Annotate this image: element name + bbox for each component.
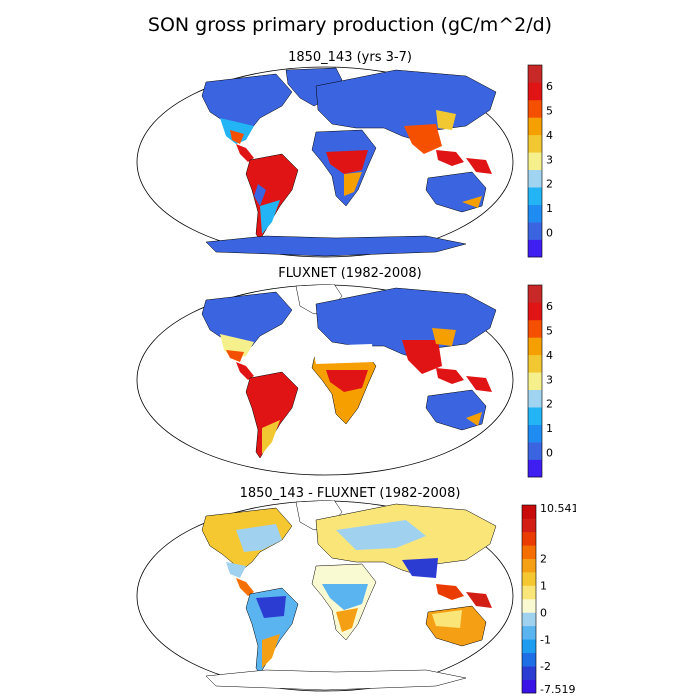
colorbar-2-segment-0	[528, 459, 542, 478]
colorbar-3-tick-label: 1	[540, 580, 547, 593]
colorbar-2-tick-label: 1	[546, 422, 553, 435]
panel-2-title: FLUXNET (1982-2008)	[278, 266, 422, 281]
colorbar-1-frame	[527, 64, 543, 258]
colorbar-3-frame	[521, 504, 537, 694]
colorbar-2-frame	[527, 284, 543, 478]
colorbar-2-segment-3	[528, 407, 542, 425]
colorbar-1-tick-label: 3	[546, 153, 553, 166]
colorbar-3-segment-3	[522, 639, 536, 654]
colorbar-2-segment-7	[528, 337, 542, 356]
colorbar-3-tick-label: -1	[540, 633, 551, 646]
colorbar-1-segment-4	[528, 169, 542, 188]
colorbar-3-segment-4	[522, 625, 536, 640]
panel-2-colorbar: 0 1 2 3 4 5 6	[527, 284, 553, 478]
colorbar-1-tick-label: 0	[546, 227, 553, 240]
colorbar-3-segment-6	[522, 599, 536, 613]
colorbar-1-segment-8	[528, 99, 542, 118]
colorbar-3-tick-label: -7.519	[540, 683, 575, 695]
colorbar-2-segment-6	[528, 354, 542, 373]
colorbar-1-segment-10	[528, 65, 542, 83]
colorbar-3-tick-label: 10.541	[540, 503, 576, 515]
colorbar-1-segment-5	[528, 152, 542, 171]
colorbar-2-segment-8	[528, 319, 542, 338]
colorbar-1-tick-label: 4	[546, 129, 553, 142]
colorbar-3-segment-11	[522, 531, 536, 546]
panel-1-land	[201, 67, 497, 257]
colorbar-3-segment-12	[522, 518, 536, 533]
colorbar-1-segment-6	[528, 134, 542, 153]
colorbar-2-tick-label: 3	[546, 373, 553, 386]
colorbar-3-segment-9	[522, 558, 536, 573]
colorbar-2-tick-label: 5	[546, 324, 553, 337]
colorbar-3-segment-1	[522, 666, 536, 680]
colorbar-2-segment-4	[528, 389, 542, 408]
colorbar-2-tick-label: 2	[546, 398, 553, 411]
colorbar-3-tick-label: -2	[540, 660, 551, 673]
colorbar-3-segment-7	[522, 585, 536, 600]
colorbar-2-tick-label: 6	[546, 300, 553, 313]
panel-3-land	[201, 500, 497, 691]
colorbar-1-segment-3	[528, 187, 542, 205]
colorbar-1-tick-label: 1	[546, 202, 553, 215]
panel-3-colorbar: 10.541 2 1 0 -1 -2 -7.519	[521, 503, 576, 695]
colorbar-1-tick-label: 6	[546, 80, 553, 93]
panel-3-title: 1850_143 - FLUXNET (1982-2008)	[239, 486, 461, 501]
figure-title: SON gross primary production (gC/m^2/d)	[147, 14, 553, 36]
colorbar-1-segment-2	[528, 204, 542, 223]
colorbar-3-segment-2	[522, 652, 536, 667]
colorbar-2-segment-5	[528, 372, 542, 391]
colorbar-3-segment-8	[522, 572, 536, 586]
panel-2-land	[201, 284, 497, 459]
panel-1-title: 1850_143 (yrs 3-7)	[288, 50, 412, 65]
colorbar-3-tick-label: 0	[540, 606, 547, 619]
panel-2-map	[136, 284, 514, 476]
colorbar-3-segment-5	[522, 612, 536, 627]
colorbar-1-tick-label: 5	[546, 104, 553, 117]
colorbar-1-segment-9	[528, 82, 542, 101]
colorbar-3-segment-13	[522, 505, 536, 519]
colorbar-2-tick-label: 4	[546, 349, 553, 362]
colorbar-1-segment-1	[528, 222, 542, 240]
panel-3-map	[136, 500, 514, 692]
colorbar-2-segment-1	[528, 442, 542, 460]
colorbar-2-segment-2	[528, 424, 542, 443]
colorbar-1-segment-0	[528, 239, 542, 258]
colorbar-3-segment-10	[522, 545, 536, 560]
panel-1-map	[136, 66, 514, 258]
colorbar-3-segment-0	[522, 679, 536, 694]
colorbar-2-tick-label: 0	[546, 447, 553, 460]
colorbar-1-segment-7	[528, 117, 542, 136]
panel-1-colorbar: 0 1 2 3 4 5 6	[527, 64, 553, 258]
colorbar-3-tick-label: 2	[540, 553, 547, 566]
colorbar-2-segment-9	[528, 302, 542, 321]
colorbar-2-segment-10	[528, 285, 542, 303]
colorbar-1-tick-label: 2	[546, 178, 553, 191]
